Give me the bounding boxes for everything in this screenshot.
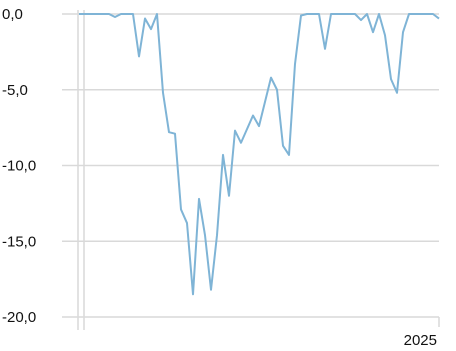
y-tick-label: -10,0 — [2, 158, 36, 175]
x-tick-labels: 2025 — [404, 332, 437, 349]
y-tick-label: -20,0 — [2, 309, 36, 326]
series-line — [79, 13, 440, 296]
y-tick-label: -15,0 — [2, 233, 36, 250]
y-tick-label: 0,0 — [2, 6, 23, 23]
axes — [77, 10, 440, 330]
y-tick-label: -5,0 — [2, 82, 28, 99]
x-tick-label: 2025 — [404, 332, 437, 349]
gridlines — [62, 13, 439, 318]
y-tick-labels: 0,0 -5,0 -10,0 -15,0 -20,0 — [2, 6, 36, 326]
series-lines — [78, 13, 440, 296]
